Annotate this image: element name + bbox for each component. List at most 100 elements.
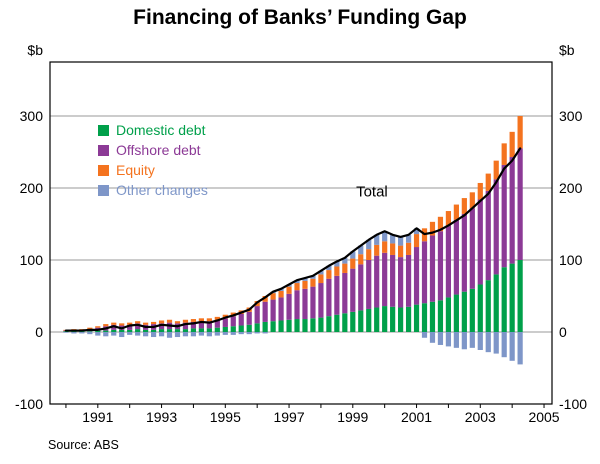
bar-segment: [190, 328, 197, 332]
bar-segment: [278, 297, 284, 321]
bar-segment: [270, 321, 276, 332]
bar-segment: [398, 236, 404, 246]
bar-segment: [222, 318, 228, 327]
legend-item-domestic-debt: Domestic debt: [98, 122, 208, 139]
bar-segment: [286, 293, 292, 320]
bar-segment: [437, 332, 444, 345]
bar-segment: [469, 208, 475, 289]
bar-segment: [453, 332, 459, 348]
total-line: [64, 147, 522, 332]
legend-label: Domestic debt: [116, 122, 206, 138]
bar-segment: [262, 301, 268, 322]
bar-segment: [103, 324, 109, 327]
bar-segment: [398, 245, 404, 258]
bar-segment: [310, 318, 316, 332]
bar-segment: [174, 321, 181, 324]
bar-segment: [143, 329, 149, 332]
bar-segment: [214, 319, 220, 328]
bar-segment: [127, 332, 133, 335]
bar-segment: [262, 296, 268, 302]
bar-segment: [246, 324, 252, 332]
bar-segment: [493, 332, 499, 354]
y-tick-label-right: -100: [559, 396, 587, 412]
bar-segment: [429, 221, 436, 236]
bar-segment: [350, 268, 356, 312]
bar-segment: [302, 278, 308, 281]
bar-segment: [366, 308, 372, 332]
bar-segment: [127, 322, 133, 325]
bar-segment: [262, 332, 268, 334]
bar-segment: [334, 275, 340, 315]
bar-segment: [326, 265, 332, 271]
bar-segment: [390, 306, 396, 332]
y-tick-label-right: 200: [559, 180, 583, 196]
bar-segment: [469, 192, 475, 209]
bar-segment: [382, 306, 388, 332]
bar-segment: [79, 332, 85, 334]
legend-item-other-changes: Other changes: [98, 182, 208, 199]
bar-segment: [390, 234, 396, 244]
bar-segment: [182, 322, 189, 330]
x-tick-label: 1999: [337, 409, 368, 425]
bar-segment: [95, 326, 101, 328]
x-tick-label: 1993: [146, 409, 177, 425]
bar-segment: [103, 332, 109, 337]
bar-segment: [477, 199, 483, 285]
bar-segment: [334, 261, 340, 267]
bar-segment: [413, 304, 420, 332]
bar-segment: [150, 332, 157, 338]
bar-segment: [206, 318, 212, 322]
bar-segment: [493, 274, 499, 332]
bar-segment: [135, 332, 141, 336]
bar-segment: [63, 332, 69, 333]
bar-segment: [270, 299, 276, 322]
bar-segment: [310, 286, 316, 319]
bar-segment: [198, 318, 204, 322]
bar-segment: [318, 270, 324, 275]
bar-segment: [150, 321, 157, 325]
bar-segment: [382, 241, 388, 253]
legend-label: Equity: [116, 162, 155, 178]
y-tick-label-right: 0: [559, 324, 567, 340]
bar-segment: [206, 321, 212, 329]
bar-segment: [318, 283, 324, 318]
source-note: Source: ABS: [48, 438, 119, 452]
bar-segment: [413, 234, 420, 248]
bar-segment: [517, 332, 523, 365]
bar-segment: [326, 270, 332, 279]
bar-segment: [390, 254, 396, 307]
bar-segment: [214, 316, 220, 320]
domestic-debt-swatch-icon: [98, 125, 109, 136]
bar-segment: [166, 329, 173, 332]
bar-segment: [405, 254, 412, 307]
bar-segment: [190, 319, 197, 322]
bar-segment: [374, 244, 380, 256]
total-line-label: Total: [356, 184, 388, 201]
bar-segment: [501, 267, 507, 332]
bar-segment: [350, 251, 356, 259]
bar-segment: [174, 329, 181, 332]
bar-segment: [421, 303, 428, 332]
bar-segment: [87, 331, 93, 332]
bar-segment: [182, 332, 189, 337]
bar-segment: [246, 332, 252, 335]
bar-segment: [158, 323, 165, 330]
bar-segment: [437, 300, 444, 332]
bar-segment: [477, 284, 483, 332]
bar-segment: [453, 294, 459, 332]
bar-segment: [302, 280, 308, 289]
bar-segment: [382, 252, 388, 307]
bar-segment: [230, 332, 236, 335]
y-axis-unit-right: $b: [559, 42, 575, 58]
bar-segment: [405, 234, 412, 243]
x-tick-label: 1991: [82, 409, 113, 425]
bar-segment: [405, 306, 412, 332]
bar-segment: [517, 148, 523, 260]
bar-segment: [190, 321, 197, 329]
legend-item-equity: Equity: [98, 162, 208, 179]
bar-segment: [445, 332, 452, 347]
bar-segment: [326, 278, 332, 317]
bar-segment: [413, 228, 420, 235]
x-tick-label: 1995: [210, 409, 241, 425]
bar-segment: [302, 319, 308, 332]
